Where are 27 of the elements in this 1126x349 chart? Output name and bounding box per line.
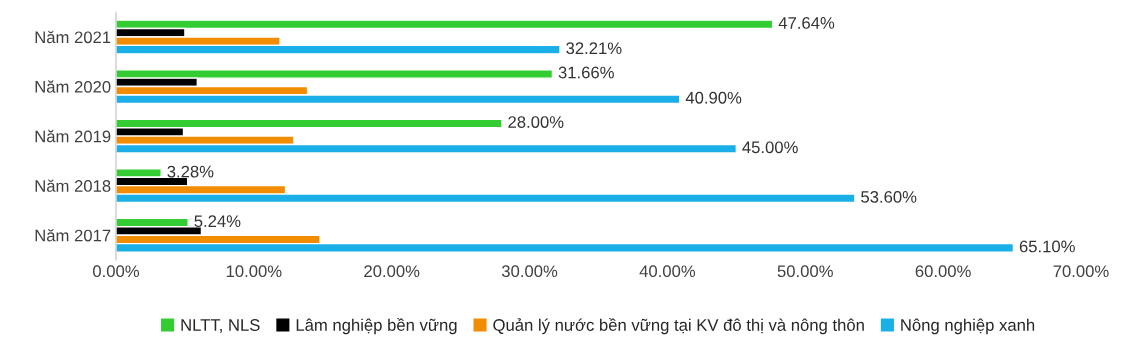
y-tick-label: Năm 2021	[35, 30, 111, 44]
data-label: 28.00%	[508, 116, 564, 128]
data-label: 31.66%	[558, 66, 614, 79]
y-tick-label: Năm 2020	[35, 80, 111, 93]
y-tick-label: Năm 2019	[35, 129, 111, 143]
legend-label: Nông nghiệp xanh	[901, 318, 1035, 335]
x-tick-label: 30.00%	[501, 265, 558, 278]
legend-label: Quản lý nước bền vững tại KV đô thị và nông thôn	[493, 317, 864, 335]
legend-label: Lâm nghiệp bền vững	[296, 317, 457, 335]
y-tick-label: Năm 2017	[35, 228, 111, 242]
y-tick-label: Năm 2018	[35, 179, 111, 192]
data-label: 32.21%	[566, 42, 622, 55]
data-label: 47.64%	[778, 17, 835, 29]
x-tick-label: 50.00%	[777, 265, 833, 278]
x-tick-label: 20.00%	[364, 265, 420, 278]
x-tick-label: 70.00%	[1053, 265, 1109, 278]
data-label: 45.00%	[742, 141, 798, 154]
legend-label: NLTT, NLS	[181, 319, 260, 333]
x-tick-label: 0.00%	[93, 265, 140, 278]
data-label: 5.24%	[194, 215, 241, 228]
x-tick-label: 60.00%	[915, 265, 971, 278]
x-tick-label: 10.00%	[226, 265, 282, 278]
data-label: 40.90%	[685, 91, 742, 104]
x-tick-label: 40.00%	[639, 265, 696, 278]
data-label: 3.28%	[167, 165, 214, 178]
data-label: 65.10%	[1019, 240, 1075, 253]
data-label: 53.60%	[861, 190, 917, 203]
